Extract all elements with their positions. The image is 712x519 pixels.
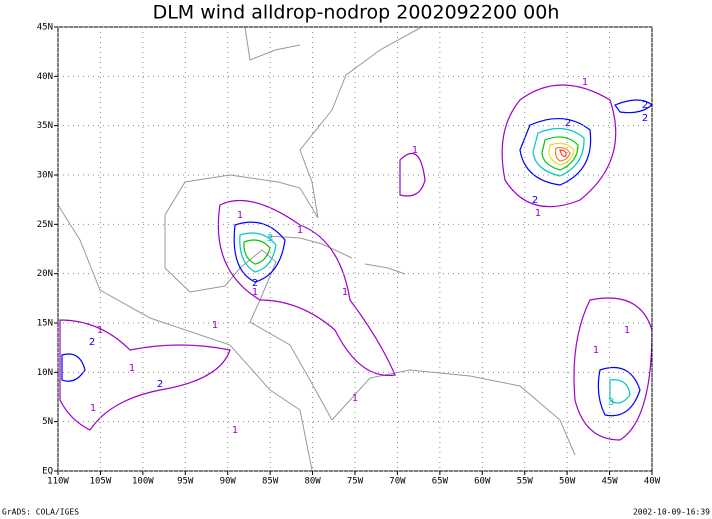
contour-label: 1 <box>624 325 630 336</box>
contour-label: 1 <box>297 225 303 236</box>
contour-label: 1 <box>535 208 541 219</box>
contour-label: 1 <box>129 363 135 374</box>
y-tick-label: 40N <box>37 72 53 82</box>
contour-label: 1 <box>412 145 418 156</box>
x-tick-label: 65W <box>432 477 449 487</box>
contour-label: 1 <box>593 345 599 356</box>
x-tick-label: 55W <box>517 477 534 487</box>
contour-label: 1 <box>212 320 218 331</box>
plot-frame <box>57 26 653 472</box>
x-tick-label: 100W <box>132 477 154 487</box>
x-tick-label: 60W <box>474 477 491 487</box>
contour-label: 2 <box>642 100 648 111</box>
y-tick-label: 30N <box>37 171 53 181</box>
x-tick-label: 110W <box>47 477 69 487</box>
y-tick-label: EQ <box>42 467 53 477</box>
footer-right: 2002-10-09-16:39 <box>633 508 710 517</box>
y-tick-label: 25N <box>37 220 53 230</box>
y-tick-label: 5N <box>42 417 53 427</box>
contour-label: 1 <box>237 210 243 221</box>
x-tick-label: 80W <box>304 477 321 487</box>
contour-label: 2 <box>565 118 571 129</box>
x-tick-label: 85W <box>262 477 279 487</box>
contour-label: 3 <box>608 397 614 408</box>
x-tick-label: 70W <box>389 477 406 487</box>
contour-label: 1 <box>232 425 238 436</box>
y-tick-label: 10N <box>37 368 53 378</box>
contour-label: 1 <box>582 77 588 88</box>
x-tick-label: 95W <box>177 477 194 487</box>
y-tick-label: 20N <box>37 269 53 279</box>
contour-label: 1 <box>342 287 348 298</box>
contour-label: 2 <box>532 195 538 206</box>
contour-label: 1 <box>252 287 258 298</box>
contour-label: 2 <box>642 113 648 124</box>
x-tick-label: 90W <box>220 477 237 487</box>
x-tick-label: 75W <box>347 477 364 487</box>
contour-label: 1 <box>352 393 358 404</box>
title: DLM wind alldrop-nodrop 2002092200 00h <box>153 2 560 24</box>
x-tick-label: 50W <box>559 477 576 487</box>
x-tick-label: 40W <box>644 477 661 487</box>
x-tick-label: 45W <box>601 477 618 487</box>
contour-label: 2 <box>157 379 163 390</box>
contours <box>59 84 653 441</box>
contour-label: 3 <box>267 233 273 244</box>
contour-label: 1 <box>90 403 96 414</box>
footer-left: GrADS: COLA/IGES <box>2 508 79 517</box>
contour-label: 2 <box>89 337 95 348</box>
y-tick-label: 45N <box>37 23 53 33</box>
contour-label: 2 <box>252 278 258 289</box>
coastlines <box>57 26 576 471</box>
x-tick-label: 105W <box>90 477 112 487</box>
y-tick-label: 15N <box>37 319 53 329</box>
y-tick-label: 35N <box>37 121 53 131</box>
contour-label: 1 <box>97 325 103 336</box>
